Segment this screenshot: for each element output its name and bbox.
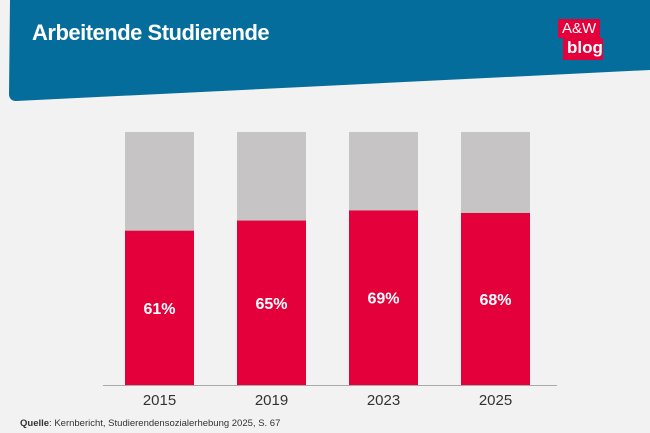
bar: [125, 230, 194, 385]
bar: [461, 212, 530, 385]
bar-remainder: [461, 132, 530, 213]
bar-remainder: [125, 132, 194, 231]
source-text: : Kernbericht, Studierendensozialerhebun…: [49, 418, 281, 429]
data-label: 65%: [255, 296, 287, 313]
source-note: Quelle: Kernbericht, Studierendensoziale…: [20, 418, 280, 429]
x-tick-label: 2019: [255, 392, 288, 409]
page-title: Arbeitende Studierende: [32, 20, 270, 45]
source-label: Quelle: [20, 418, 50, 429]
x-tick-label: 2025: [479, 392, 512, 409]
bar-remainder: [349, 132, 418, 211]
aw-blog-logo: A&W blog: [558, 19, 603, 60]
data-label: 61%: [143, 301, 175, 318]
logo-line2: blog: [563, 38, 603, 60]
logo-line1: A&W: [558, 19, 600, 38]
data-label: 68%: [479, 292, 511, 309]
bar: [349, 210, 418, 385]
bar: [237, 220, 306, 385]
data-label: 69%: [367, 291, 399, 308]
x-tick-label: 2015: [143, 392, 176, 409]
bar-remainder: [237, 132, 306, 221]
header-banner: [9, 0, 650, 101]
x-tick-label: 2023: [367, 392, 400, 409]
